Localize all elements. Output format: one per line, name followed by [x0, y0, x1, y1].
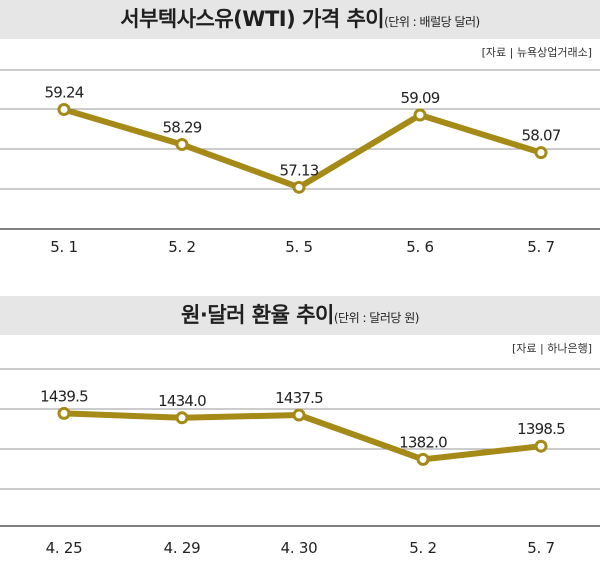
wti-price-chart-panel: 서부텍사스유(WTI) 가격 추이(단위 : 배럴당 달러) [자료 | 뉴욕상… [0, 0, 600, 275]
wti-x-tick-label: 5. 5 [285, 238, 312, 256]
krw-usd-chart-panel: 원·달러 환율 추이(단위 : 달러당 원) [자료 | 하나은행] 1439.… [0, 296, 600, 581]
wti-data-label: 57.13 [280, 161, 319, 179]
wti-data-label: 59.24 [45, 83, 84, 101]
wti-data-label: 59.09 [401, 89, 440, 107]
wti-data-point [292, 180, 306, 194]
wti-chart-source: [자료 | 뉴욕상업거래소] [481, 46, 592, 59]
wti-data-label: 58.29 [163, 119, 202, 137]
wti-x-tick-label: 5. 6 [406, 238, 433, 256]
fx-chart-source: [자료 | 하나은행] [511, 342, 592, 355]
fx-x-tick-label: 4. 25 [46, 539, 83, 557]
fx-data-point [292, 408, 306, 422]
wti-data-point [57, 102, 71, 116]
wti-data-point [413, 108, 427, 122]
wti-data-label: 58.07 [522, 127, 561, 145]
fx-chart-title: 원·달러 환율 추이 [181, 303, 334, 327]
fx-x-tick-label: 5. 7 [527, 539, 554, 557]
wti-x-tick-label: 5. 1 [50, 238, 77, 256]
fx-data-label: 1398.5 [517, 420, 565, 438]
krw-usd-line-chart: 1439.5 1434.0 1437.5 1382.0 1398.5 4. 25 4. 29… [0, 368, 600, 557]
fx-data-label: 1382.0 [399, 433, 447, 451]
fx-data-point [57, 406, 71, 420]
wti-price-line-chart: 59.24 58.29 57.13 59.09 58.07 5. 1 5. 2 5. 5 5. … [0, 69, 600, 256]
fx-data-point [416, 452, 430, 466]
fx-x-tick-label: 4. 30 [281, 539, 318, 557]
fx-data-label: 1434.0 [158, 392, 206, 410]
fx-data-point [175, 411, 189, 425]
fx-data-label: 1437.5 [275, 389, 323, 407]
fx-x-tick-label: 4. 29 [164, 539, 201, 557]
wti-chart-title: 서부텍사스유(WTI) 가격 추이 [120, 7, 385, 31]
wti-title-bar: 서부텍사스유(WTI) 가격 추이(단위 : 배럴당 달러) [0, 0, 600, 39]
fx-data-label: 1439.5 [40, 387, 88, 405]
fx-x-tick-label: 5. 2 [409, 539, 436, 557]
wti-data-point [534, 146, 548, 160]
fx-chart-unit: (단위 : 달러당 원) [333, 311, 420, 325]
fx-title-bar: 원·달러 환율 추이(단위 : 달러당 원) [0, 296, 600, 335]
wti-chart-unit: (단위 : 배럴당 달러) [384, 15, 480, 29]
wti-x-tick-label: 5. 2 [168, 238, 195, 256]
wti-data-point [175, 138, 189, 152]
fx-data-point [534, 439, 548, 453]
wti-x-tick-label: 5. 7 [527, 238, 554, 256]
